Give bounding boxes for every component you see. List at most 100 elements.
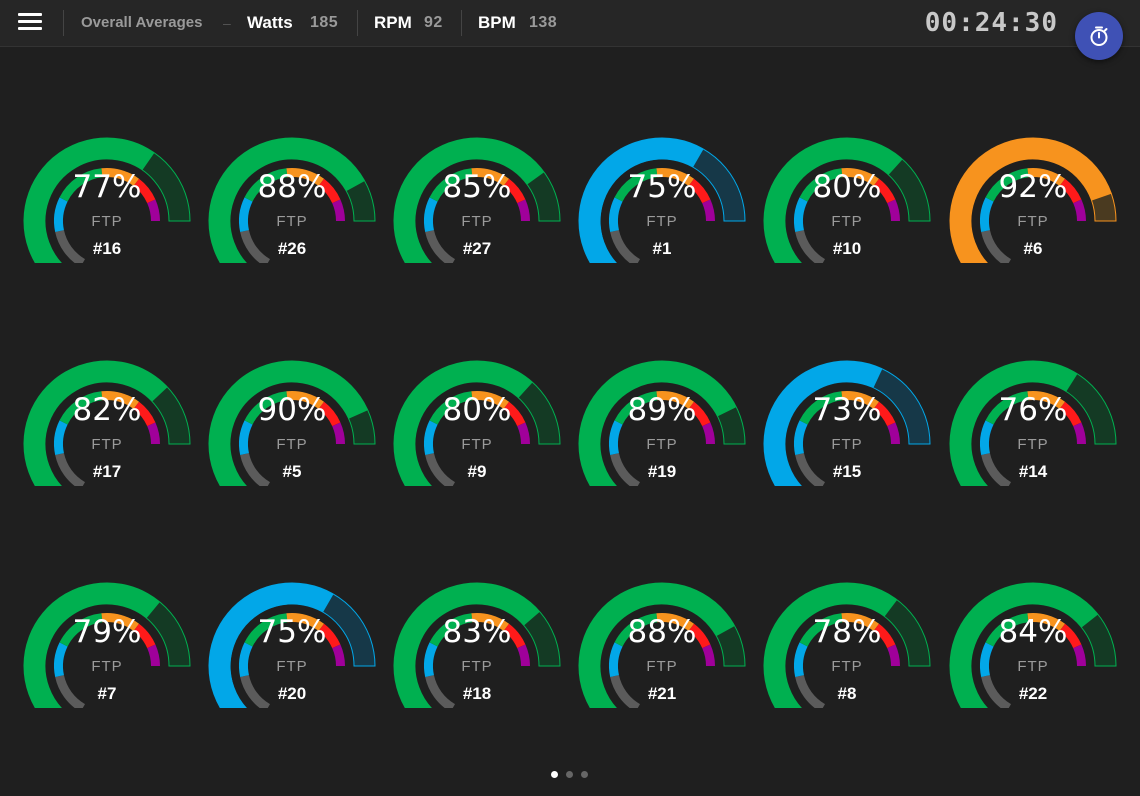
zone-blue-segment: [424, 197, 438, 233]
bpm-value: 138: [529, 14, 558, 31]
zone-blue-segment: [54, 197, 68, 233]
gauge-dial: [208, 582, 376, 708]
ftp-percent: 80%: [812, 169, 882, 205]
zone-red-segment: [503, 178, 526, 204]
ftp-unit-label: FTP: [1017, 658, 1049, 675]
rider-gauge[interactable]: 75% FTP #1: [577, 113, 747, 263]
zone-red-segment: [133, 623, 156, 649]
rider-gauge[interactable]: 82% FTP #17: [22, 336, 192, 486]
zone-green-segment: [799, 391, 843, 425]
rider-gauge[interactable]: 73% FTP #15: [762, 336, 932, 486]
rider-number: #15: [832, 462, 862, 481]
zone-red-segment: [133, 178, 156, 204]
rider-gauge[interactable]: 78% FTP #8: [762, 558, 932, 708]
rider-gauge[interactable]: 90% FTP #5: [207, 336, 377, 486]
gauge-progress-fill: [394, 361, 533, 486]
zone-orange-segment: [286, 612, 325, 631]
zone-purple-segment: [1073, 199, 1086, 221]
gauge-dial: [949, 582, 1117, 708]
rider-number: #6: [1023, 239, 1043, 258]
zone-orange-segment: [471, 167, 510, 186]
zone-red-segment: [1059, 178, 1082, 204]
ftp-percent: 73%: [812, 392, 882, 428]
rider-number: #17: [92, 462, 122, 481]
hamburger-menu-icon[interactable]: [18, 13, 42, 33]
zone-green-segment: [614, 391, 658, 425]
zone-purple-segment: [702, 422, 715, 444]
ftp-percent: 90%: [257, 392, 327, 428]
ftp-percent: 88%: [257, 169, 327, 205]
ftp-percent: 92%: [998, 169, 1068, 205]
rider-gauge[interactable]: 84% FTP #22: [948, 558, 1118, 708]
rider-gauge[interactable]: 77% FTP #16: [22, 113, 192, 263]
zone-red-segment: [503, 623, 526, 649]
stopwatch-icon: [1090, 26, 1108, 46]
gauge-progress-fill: [950, 583, 1099, 708]
zone-purple-segment: [147, 422, 160, 444]
rider-number: #1: [652, 239, 672, 258]
ftp-unit-label: FTP: [831, 658, 863, 675]
divider: [63, 10, 64, 36]
zone-orange-segment: [656, 167, 695, 186]
gauge-progress-fill: [24, 583, 160, 708]
page-dot[interactable]: [551, 771, 558, 778]
zone-green-segment: [799, 613, 843, 647]
zone-purple-segment: [147, 199, 160, 221]
rider-gauge[interactable]: 85% FTP #27: [392, 113, 562, 263]
zone-gray-segment: [55, 453, 85, 486]
gauge-dial: [393, 137, 561, 263]
zone-gray-segment: [55, 230, 85, 263]
zone-gray-segment: [240, 453, 270, 486]
ftp-unit-label: FTP: [91, 436, 123, 453]
ftp-unit-label: FTP: [461, 213, 493, 230]
zone-blue-segment: [794, 420, 808, 456]
gauge-progress-fill: [24, 138, 155, 263]
gauge-dial: [393, 360, 561, 486]
stopwatch-button[interactable]: [1075, 12, 1123, 60]
zone-purple-segment: [517, 199, 530, 221]
rider-gauge[interactable]: 79% FTP #7: [22, 558, 192, 708]
gauge-progress-fill: [394, 138, 545, 263]
rider-gauge[interactable]: 76% FTP #14: [948, 336, 1118, 486]
top-bar: Overall Averages – Watts 185 RPM 92 BPM …: [0, 0, 1140, 47]
rider-gauge[interactable]: 75% FTP #20: [207, 558, 377, 708]
zone-purple-segment: [517, 422, 530, 444]
rider-gauge[interactable]: 92% FTP #6: [948, 113, 1118, 263]
gauge-dial: [763, 360, 931, 486]
zone-gray-segment: [425, 675, 455, 708]
rider-gauge[interactable]: 80% FTP #9: [392, 336, 562, 486]
page-dot[interactable]: [566, 771, 573, 778]
zone-blue-segment: [239, 197, 253, 233]
rider-gauge[interactable]: 80% FTP #10: [762, 113, 932, 263]
rider-gauge[interactable]: 88% FTP #26: [207, 113, 377, 263]
zone-red-segment: [1059, 623, 1082, 649]
zone-green-segment: [429, 613, 473, 647]
ftp-unit-label: FTP: [276, 436, 308, 453]
rider-gauge[interactable]: 83% FTP #18: [392, 558, 562, 708]
zone-purple-segment: [887, 422, 900, 444]
session-timer: 00:24:30: [924, 8, 1058, 38]
zone-purple-segment: [702, 644, 715, 666]
rider-gauge[interactable]: 88% FTP #21: [577, 558, 747, 708]
zone-green-segment: [614, 168, 658, 202]
rider-number: #8: [837, 684, 857, 703]
zone-purple-segment: [702, 199, 715, 221]
zone-gray-segment: [795, 453, 825, 486]
zone-green-segment: [614, 613, 658, 647]
zone-blue-segment: [794, 642, 808, 678]
zone-purple-segment: [887, 199, 900, 221]
gauge-dial: [578, 137, 746, 263]
gauge-progress-fill: [209, 138, 365, 263]
gauge-progress-fill: [764, 361, 883, 486]
rider-gauge[interactable]: 89% FTP #19: [577, 336, 747, 486]
zone-orange-segment: [1027, 167, 1066, 186]
page-dot[interactable]: [581, 771, 588, 778]
rider-number: #9: [467, 462, 487, 481]
zone-gray-segment: [981, 675, 1011, 708]
gauge-dial: [208, 137, 376, 263]
ftp-percent: 84%: [998, 614, 1068, 650]
zone-red-segment: [503, 401, 526, 427]
ftp-unit-label: FTP: [276, 213, 308, 230]
watts-value: 185: [310, 14, 339, 31]
zone-green-segment: [985, 168, 1029, 202]
